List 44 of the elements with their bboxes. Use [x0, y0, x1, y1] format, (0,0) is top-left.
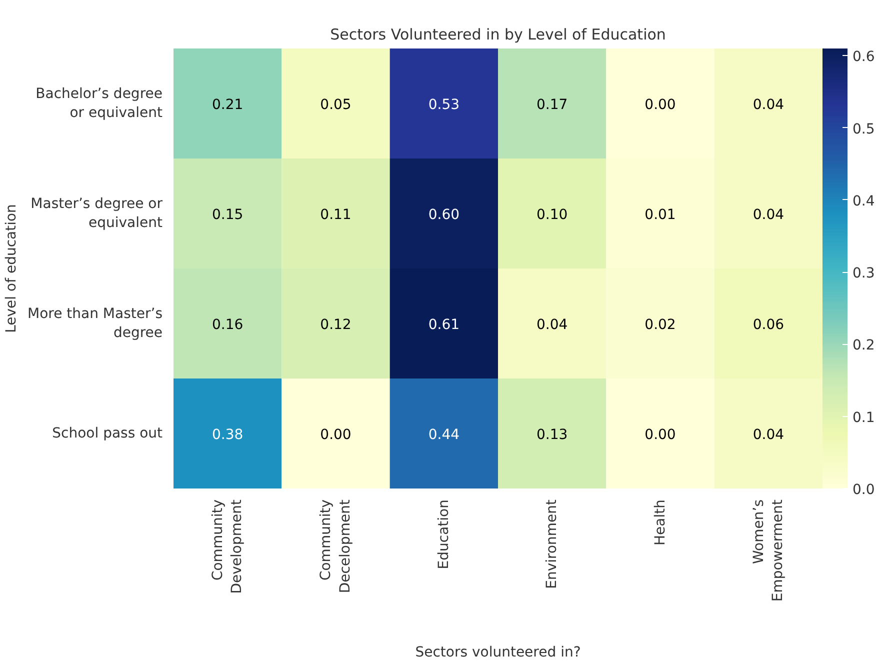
x-tick-label: Community Decelopment [318, 498, 354, 594]
data-label: 0.00 [644, 97, 676, 113]
data-label: 0.12 [320, 317, 352, 333]
x-tick-label: Environment [544, 498, 560, 589]
x-tick-label: Health [652, 499, 668, 546]
data-label: 0.21 [212, 97, 244, 113]
data-label: 0.01 [644, 207, 676, 223]
data-label: 0.60 [428, 207, 460, 223]
data-label: 0.38 [212, 427, 244, 443]
y-tick-label: School pass out [52, 426, 164, 442]
data-label: 0.05 [320, 97, 352, 113]
data-label: 0.04 [752, 207, 784, 223]
color-bar-label: 0.2 [852, 338, 875, 354]
data-label: 0.61 [428, 317, 460, 333]
data-label: 0.17 [536, 97, 568, 113]
color-bar-label: 0.5 [852, 121, 875, 138]
data-label: 0.02 [644, 317, 676, 333]
data-label: 0.00 [320, 427, 352, 443]
data-label: 0.00 [644, 427, 676, 443]
data-label: 0.04 [536, 317, 568, 333]
data-label: 0.15 [212, 207, 244, 223]
y-tick-label: More than Master’s degree [28, 306, 163, 342]
x-axis-title: Sectors volunteered in? [415, 644, 581, 661]
color-bar-label: 0.1 [852, 410, 875, 426]
y-tick-label: Bachelor’s degree or equivalent [36, 86, 164, 122]
data-label: 0.13 [536, 427, 568, 443]
data-label: 0.11 [320, 207, 352, 223]
x-tick-label: Education [436, 499, 452, 570]
color-bar-label: 0.0 [852, 482, 875, 498]
y-tick-label: Master’s degree or equivalent [30, 196, 164, 232]
color-bar-label: 0.6 [852, 49, 875, 66]
x-tick-label: Women’s Empowerment [750, 498, 786, 602]
color-bar-label: 0.3 [852, 266, 875, 282]
y-axis-title: Level of education [4, 204, 20, 333]
data-label: 0.06 [752, 317, 784, 333]
color-bar-label: 0.4 [852, 193, 875, 210]
data-label: 0.44 [428, 427, 460, 443]
chart-title: Sectors Volunteered in by Level of Education [330, 26, 666, 44]
data-label: 0.16 [212, 317, 244, 333]
data-label: 0.10 [536, 207, 568, 223]
data-label: 0.53 [428, 97, 460, 113]
x-tick-label: Community Development [210, 498, 246, 594]
data-label: 0.04 [752, 97, 784, 113]
data-label: 0.04 [752, 427, 784, 443]
